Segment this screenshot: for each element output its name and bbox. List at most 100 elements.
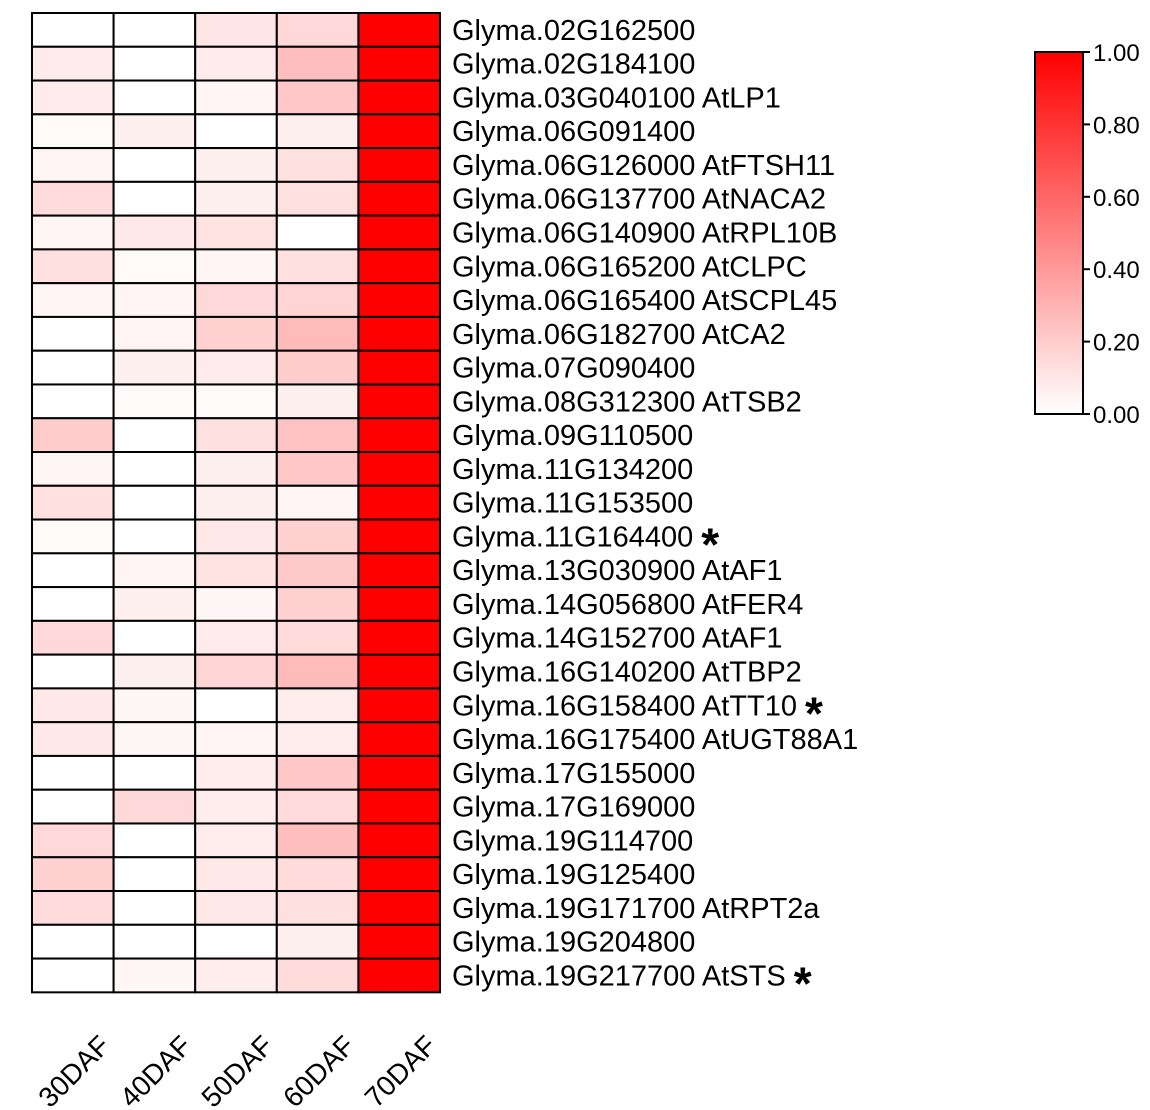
- heatmap-cell: [112, 451, 197, 487]
- heatmap-cell: [112, 180, 197, 217]
- column-label: 70DAF: [359, 1030, 443, 1110]
- row-label: Glyma.11G153500: [452, 488, 693, 520]
- heatmap-cell: [194, 518, 278, 555]
- heatmap-cell: [112, 957, 197, 994]
- heatmap-cell: [31, 586, 115, 622]
- heatmap-cell: [112, 619, 197, 656]
- heatmap-cell: [112, 282, 197, 318]
- heatmap-cell: [275, 147, 360, 183]
- heatmap-cell: [194, 214, 278, 251]
- heatmap-cell: [275, 383, 360, 420]
- heatmap-cell: [194, 12, 278, 48]
- heatmap-cell: [31, 552, 115, 589]
- heatmap-cell: [194, 451, 278, 487]
- row-label: Glyma.06G091400: [452, 116, 695, 148]
- heatmap-cell: [31, 12, 115, 48]
- colorbar: 0.00 0.20 0.40 0.60 0.80 1.00: [1034, 40, 1140, 429]
- heatmap-cell: [194, 923, 278, 960]
- heatmap-cell: [112, 315, 197, 352]
- row-label: Glyma.11G134200: [452, 454, 693, 486]
- heatmap-cell: [194, 586, 278, 622]
- heatmap-cell: [112, 383, 197, 420]
- heatmap-cell: [357, 45, 441, 82]
- heatmap-cell: [31, 214, 115, 251]
- heatmap-cell: [275, 957, 360, 994]
- row-label: Glyma.16G158400 AtTT10: [452, 690, 797, 722]
- heatmap-cell: [194, 619, 278, 656]
- heatmap-cell: [194, 349, 278, 386]
- heatmap-cell: [275, 113, 360, 150]
- heatmap-cell: [31, 383, 115, 420]
- heatmap-cell: [112, 349, 197, 386]
- heatmap-cell: [31, 653, 115, 690]
- heatmap-cell: [112, 484, 197, 521]
- row-label: Glyma.06G140900 AtRPL10B: [452, 218, 837, 250]
- heatmap-cell: [275, 79, 360, 116]
- row-label: Glyma.06G182700 AtCA2: [452, 319, 786, 351]
- heatmap-cell: [31, 957, 115, 994]
- column-label: 30DAF: [32, 1030, 116, 1110]
- heatmap-cell: [357, 653, 441, 690]
- heatmap-cell: [112, 79, 197, 116]
- heatmap-cell: [31, 754, 115, 791]
- heatmap-cell: [31, 856, 115, 893]
- row-labels: Glyma.02G162500Glyma.02G184100Glyma.03G0…: [452, 15, 858, 1010]
- heatmap-cell: [357, 79, 441, 116]
- row-label: Glyma.06G137700 AtNACA2: [452, 184, 826, 216]
- heatmap-cell: [112, 653, 197, 690]
- heatmap-cell: [194, 147, 278, 183]
- heatmap-cell: [275, 687, 360, 724]
- heatmap-cell: [31, 45, 115, 82]
- heatmap-cell: [31, 518, 115, 555]
- heatmap-cell: [357, 12, 441, 48]
- heatmap-cell: [357, 552, 441, 589]
- heatmap-cell: [194, 383, 278, 420]
- heatmap-cell: [357, 315, 441, 352]
- heatmap-cell: [357, 248, 441, 285]
- heatmap-cell: [194, 282, 278, 318]
- heatmap-cell: [31, 788, 115, 825]
- heatmap-cell: [357, 147, 441, 183]
- row-label: Glyma.14G152700 AtAF1: [452, 623, 782, 655]
- heatmap-cell: [112, 214, 197, 251]
- heatmap-cell: [194, 113, 278, 150]
- row-label: Glyma.03G040100 AtLP1: [452, 82, 781, 114]
- heatmap-cell: [275, 788, 360, 825]
- column-label: 40DAF: [114, 1030, 198, 1110]
- heatmap-cell: [31, 484, 115, 521]
- row-label: Glyma.06G165400 AtSCPL45: [452, 285, 837, 317]
- row-label: Glyma.16G140200 AtTBP2: [452, 657, 802, 689]
- heatmap-cell: [275, 484, 360, 521]
- row-label: Glyma.02G184100: [452, 49, 695, 81]
- heatmap-cell: [357, 349, 441, 386]
- heatmap-cell: [194, 180, 278, 217]
- heatmap-cell: [112, 417, 197, 454]
- heatmap-cell: [357, 923, 441, 960]
- heatmap-cell: [31, 890, 115, 926]
- heatmap-cell: [194, 484, 278, 521]
- heatmap-cell: [112, 12, 197, 48]
- row-label: Glyma.19G125400: [452, 859, 695, 891]
- heatmap-cell: [357, 822, 441, 859]
- heatmap-cell: [194, 653, 278, 690]
- heatmap-cell: [31, 923, 115, 960]
- heatmap-cell: [357, 518, 441, 555]
- heatmap-cell: [194, 822, 278, 859]
- column-label: 50DAF: [195, 1030, 279, 1110]
- row-label: Glyma.13G030900 AtAF1: [452, 555, 782, 587]
- significance-marker: *: [794, 957, 812, 1009]
- heatmap-cell: [31, 451, 115, 487]
- heatmap-cell: [275, 214, 360, 251]
- row-label: Glyma.11G164400: [452, 521, 693, 553]
- column-label: 60DAF: [277, 1030, 361, 1110]
- heatmap-cell: [31, 147, 115, 183]
- heatmap-cell: [194, 856, 278, 893]
- heatmap-cell: [31, 180, 115, 217]
- heatmap-cell: [112, 687, 197, 724]
- row-label: Glyma.08G312300 AtTSB2: [452, 386, 802, 418]
- heatmap-cell: [275, 721, 360, 757]
- colorbar-tick-label: 0.80: [1093, 112, 1140, 139]
- heatmap-cell: [112, 147, 197, 183]
- heatmap-cell: [194, 890, 278, 926]
